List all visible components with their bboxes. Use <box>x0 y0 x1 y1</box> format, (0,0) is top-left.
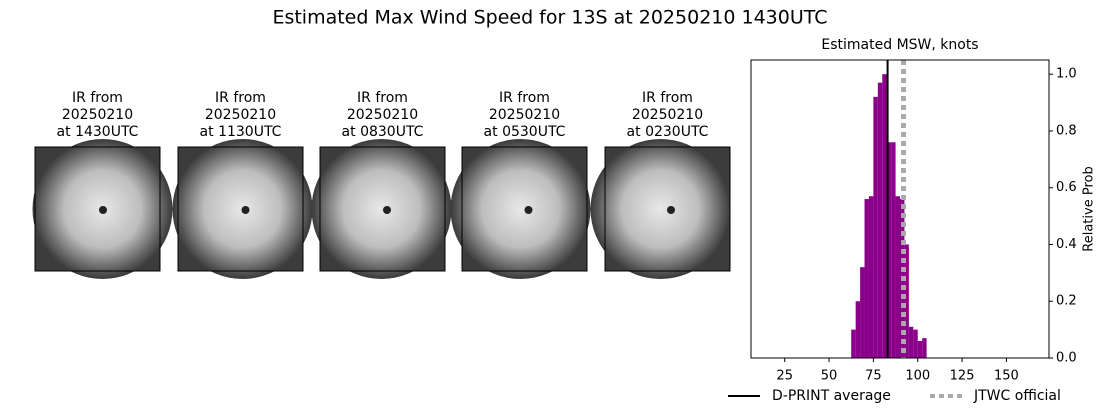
y-tick-label: 0.0 <box>1056 351 1077 366</box>
y-tick-label: 0.4 <box>1056 237 1077 252</box>
y-tick-label: 0.6 <box>1056 180 1077 195</box>
ir-frame <box>604 146 731 272</box>
ir-image <box>311 139 452 279</box>
x-tick-label: 75 <box>865 369 882 384</box>
y-axis-label: Relative Prob <box>1082 166 1097 251</box>
bar <box>891 142 896 358</box>
figure-title: Estimated Max Wind Speed for 13S at 2025… <box>272 7 827 29</box>
ir-frame <box>177 146 304 272</box>
panel-title: at 1130UTC <box>200 124 282 140</box>
bar <box>877 82 883 358</box>
bar <box>851 329 856 358</box>
bar <box>868 196 874 358</box>
panel-title: 20250210 <box>632 107 703 123</box>
y-tick-label: 0.8 <box>1056 123 1077 138</box>
ir-image <box>590 139 731 279</box>
storm-eye <box>99 206 107 214</box>
storm-eye <box>241 206 250 214</box>
panel-title: 20250210 <box>205 107 276 123</box>
panel-title: at 1430UTC <box>57 124 139 140</box>
ir-image <box>32 139 173 279</box>
x-tick-label: 125 <box>950 369 975 384</box>
x-tick-label: 25 <box>776 369 793 384</box>
panel-title: IR from <box>215 90 266 106</box>
panel-title: IR from <box>499 90 550 106</box>
ir-image <box>450 139 591 279</box>
bar <box>864 199 869 358</box>
plot-frame <box>750 59 1050 359</box>
bar <box>913 329 918 358</box>
bar <box>860 267 865 358</box>
panel-title: at 0530UTC <box>484 124 566 140</box>
panel-title: at 0830UTC <box>342 124 424 140</box>
bar <box>908 326 914 358</box>
bar <box>922 338 927 358</box>
panel-title: IR from <box>642 90 693 106</box>
ir-frame <box>461 146 588 272</box>
ir-frame <box>319 146 446 272</box>
x-tick-label: 100 <box>905 369 930 384</box>
legend-label: D-PRINT average <box>772 388 891 404</box>
panel-title: IR from <box>357 90 408 106</box>
panel-title: IR from <box>72 90 123 106</box>
x-tick-label: 50 <box>821 369 838 384</box>
panel-title: 20250210 <box>62 107 133 123</box>
ir-frame <box>34 146 161 272</box>
bar <box>917 340 923 358</box>
bar <box>886 142 892 358</box>
x-tick-label: 150 <box>994 369 1019 384</box>
bar <box>904 244 909 358</box>
storm-cloud <box>311 139 452 279</box>
bar <box>873 96 878 359</box>
panel-title: at 0230UTC <box>627 124 709 140</box>
bar <box>855 301 861 358</box>
y-tick-label: 1.0 <box>1056 67 1077 82</box>
storm-cloud <box>590 139 731 279</box>
storm-eye <box>383 206 391 214</box>
chart-title: Estimated MSW, knots <box>821 37 978 53</box>
bar <box>895 196 900 358</box>
bar <box>882 74 887 358</box>
y-tick-label: 0.2 <box>1056 294 1077 309</box>
legend-label: JTWC official <box>973 388 1061 404</box>
panel-title: 20250210 <box>347 107 418 123</box>
panel-title: 20250210 <box>489 107 560 123</box>
storm-eye <box>524 206 533 214</box>
storm-cloud <box>450 139 591 279</box>
storm-eye <box>667 206 675 214</box>
ir-image <box>172 139 313 279</box>
